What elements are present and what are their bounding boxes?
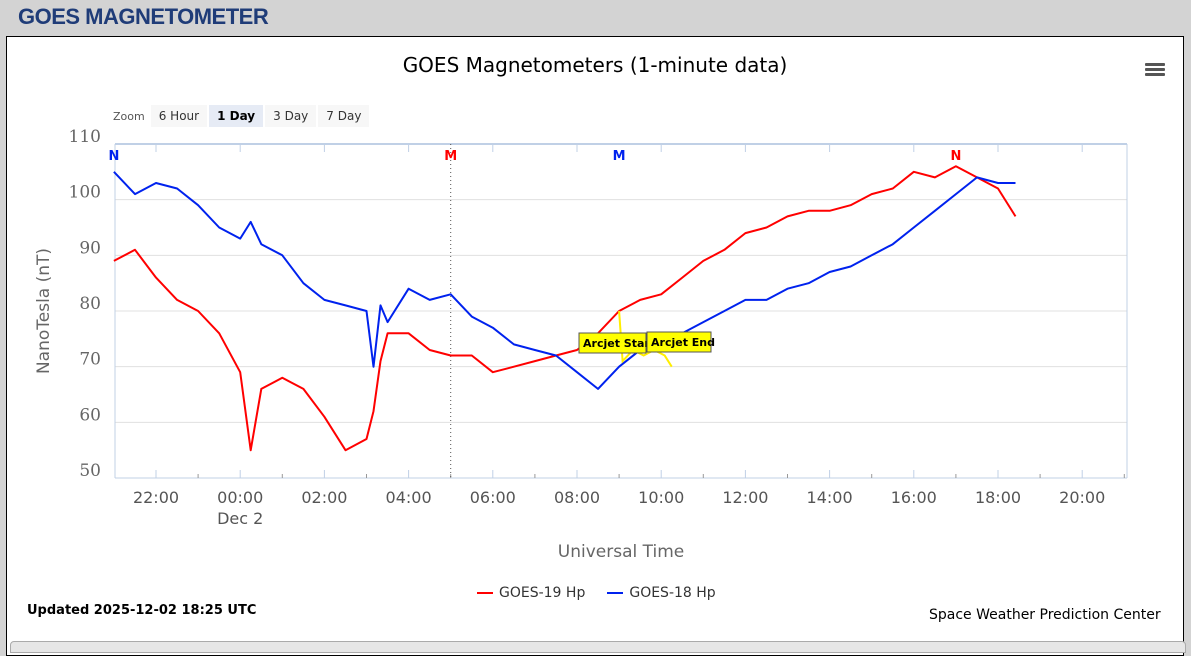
svg-text:M: M <box>613 149 626 164</box>
credit-text: Space Weather Prediction Center <box>929 607 1161 623</box>
svg-text:Dec 2: Dec 2 <box>217 509 263 528</box>
svg-text:20:00: 20:00 <box>1059 488 1105 507</box>
svg-text:12:00: 12:00 <box>722 488 768 507</box>
svg-text:N: N <box>950 149 961 164</box>
updated-timestamp: Updated 2025-12-02 18:25 UTC <box>27 603 257 618</box>
bottom-panel-edge <box>10 641 1186 653</box>
legend-swatch-red-icon <box>477 592 493 594</box>
svg-text:02:00: 02:00 <box>301 488 347 507</box>
svg-text:10:00: 10:00 <box>638 488 684 507</box>
zoom-7-day-button[interactable]: 7 Day <box>318 105 370 127</box>
svg-text:NanoTesla (nT): NanoTesla (nT) <box>34 248 54 374</box>
chart-plot-area[interactable]: 50 60 70 80 90 100 110 22:00 00:00 Dec 2 02:00 04:0… <box>7 37 1185 597</box>
zoom-label: Zoom <box>113 109 145 123</box>
svg-text:16:00: 16:00 <box>891 488 937 507</box>
svg-text:22:00: 22:00 <box>133 488 179 507</box>
zoom-6-hour-button[interactable]: 6 Hour <box>150 105 208 127</box>
svg-text:70: 70 <box>79 350 101 370</box>
svg-text:110: 110 <box>69 127 101 147</box>
chart-panel: GOES Magnetometers (1-minute data) Zoom … <box>6 36 1184 656</box>
legend-swatch-blue-icon <box>607 592 624 594</box>
svg-text:80: 80 <box>79 294 101 314</box>
page-title: GOES MAGNETOMETER <box>18 4 269 29</box>
svg-text:00:00: 00:00 <box>217 488 263 507</box>
svg-text:N: N <box>108 149 119 164</box>
svg-text:Universal Time: Universal Time <box>558 542 684 562</box>
legend-label: GOES-19 Hp <box>499 585 586 601</box>
svg-text:14:00: 14:00 <box>807 488 853 507</box>
svg-text:18:00: 18:00 <box>975 488 1021 507</box>
svg-text:Arcjet Start: Arcjet Start <box>583 337 655 350</box>
svg-text:M: M <box>444 149 457 164</box>
svg-text:04:00: 04:00 <box>386 488 432 507</box>
zoom-range-selector: Zoom 6 Hour 1 Day 3 Day 7 Day <box>113 105 371 127</box>
legend-label: GOES-18 Hp <box>629 585 716 601</box>
legend-item-goes18[interactable]: GOES-18 Hp <box>607 585 716 601</box>
chart-legend: GOES-19 Hp GOES-18 Hp <box>477 585 738 601</box>
svg-text:90: 90 <box>79 238 101 258</box>
svg-text:100: 100 <box>69 183 101 203</box>
hamburger-menu-icon[interactable] <box>1145 61 1165 79</box>
svg-text:50: 50 <box>79 461 101 481</box>
zoom-3-day-button[interactable]: 3 Day <box>265 105 317 127</box>
zoom-1-day-button[interactable]: 1 Day <box>209 105 264 127</box>
svg-text:60: 60 <box>79 405 101 425</box>
svg-text:08:00: 08:00 <box>554 488 600 507</box>
svg-text:Arcjet End: Arcjet End <box>651 336 715 349</box>
legend-item-goes19[interactable]: GOES-19 Hp <box>477 585 585 601</box>
svg-text:06:00: 06:00 <box>470 488 516 507</box>
chart-title: GOES Magnetometers (1-minute data) <box>402 53 788 77</box>
